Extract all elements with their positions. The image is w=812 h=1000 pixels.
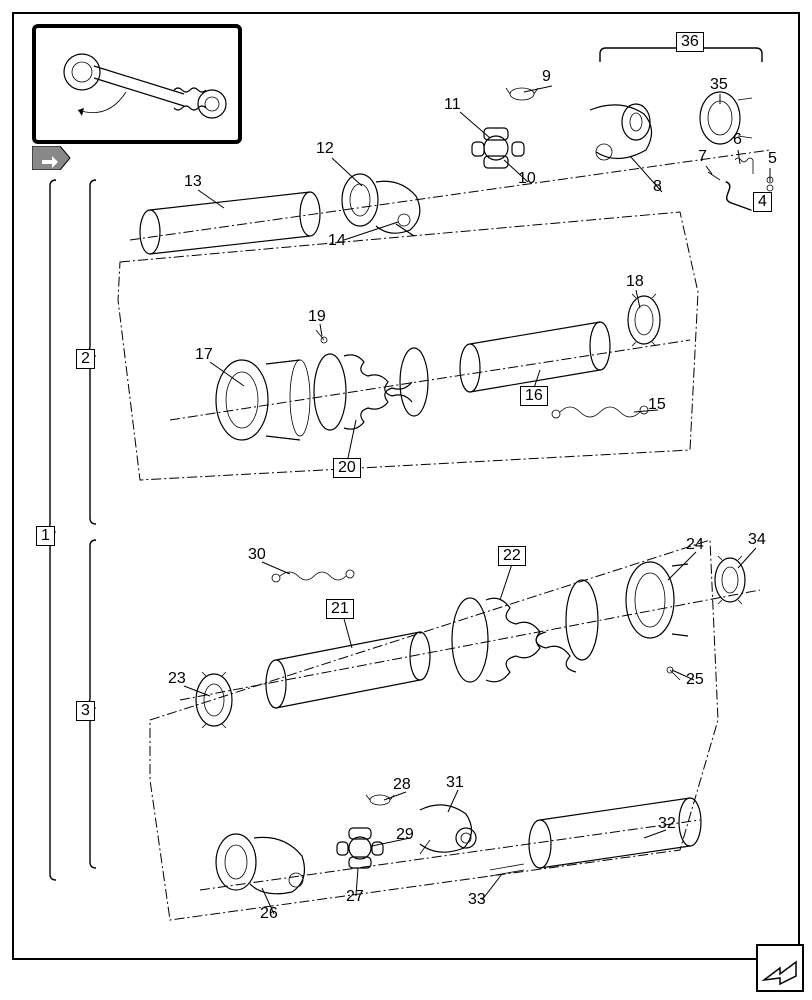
bottom-corner-icon <box>756 944 804 992</box>
thumbnail-driveshaft-icon <box>44 36 238 140</box>
thumbnail-tab-icon <box>32 146 72 170</box>
thumbnail-box <box>32 24 242 144</box>
page-border <box>12 12 800 960</box>
